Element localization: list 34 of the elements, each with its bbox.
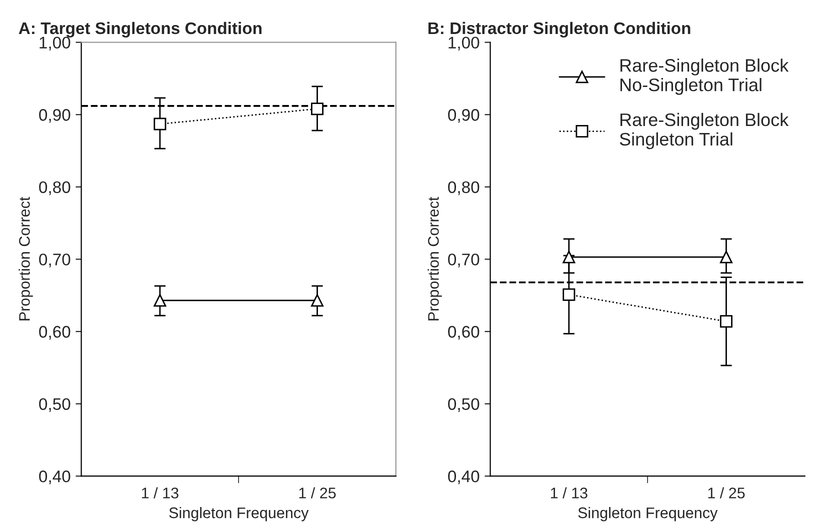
y-tick-label: 0,70 bbox=[39, 254, 70, 268]
point bbox=[310, 294, 324, 307]
x-tick-label: 1 / 13 bbox=[550, 487, 588, 498]
x-axis-title: Singleton Frequency bbox=[578, 507, 718, 522]
legend-label: Rare-Singleton Block Singleton Trial bbox=[620, 112, 789, 150]
point bbox=[154, 294, 166, 307]
y-tick-label: 1,00 bbox=[448, 36, 480, 50]
y-axis-title: Proportion Correct bbox=[18, 196, 33, 320]
chart-title: B: Distractor Singleton Condition bbox=[428, 22, 690, 38]
y-tick-label: 0,60 bbox=[39, 326, 70, 340]
y-tick-label: 0,40 bbox=[39, 470, 70, 484]
y-tick-label: 0,80 bbox=[39, 181, 70, 196]
point bbox=[720, 315, 732, 328]
x-tick-label: 1 / 25 bbox=[708, 487, 745, 498]
y-tick-label: 0,70 bbox=[448, 254, 480, 268]
x-tick-label: 1 / 25 bbox=[299, 487, 336, 498]
y-tick-label: 0,50 bbox=[39, 398, 70, 412]
y-tick-label: 0,80 bbox=[448, 181, 480, 196]
y-tick-label: 0,90 bbox=[448, 109, 480, 123]
point bbox=[310, 102, 324, 116]
legend-label: Rare-Singleton Block No-Singleton Trial bbox=[620, 58, 789, 95]
point bbox=[562, 250, 576, 264]
y-tick-label: 0,50 bbox=[448, 398, 480, 412]
y-tick-label: 0,60 bbox=[448, 326, 480, 340]
point bbox=[562, 288, 576, 301]
y-tick-label: 1,00 bbox=[40, 36, 70, 50]
y-tick-label: 0,40 bbox=[448, 470, 480, 484]
y-axis-title: Proportion Correct bbox=[428, 196, 442, 320]
y-tick-label: 0,90 bbox=[39, 109, 70, 123]
x-tick-label: 1 / 13 bbox=[142, 487, 178, 498]
chart-title: A: Target Singletons Condition bbox=[18, 22, 262, 38]
x-axis-title: Singleton Frequency bbox=[169, 507, 309, 522]
point bbox=[720, 250, 732, 264]
point bbox=[154, 118, 166, 130]
